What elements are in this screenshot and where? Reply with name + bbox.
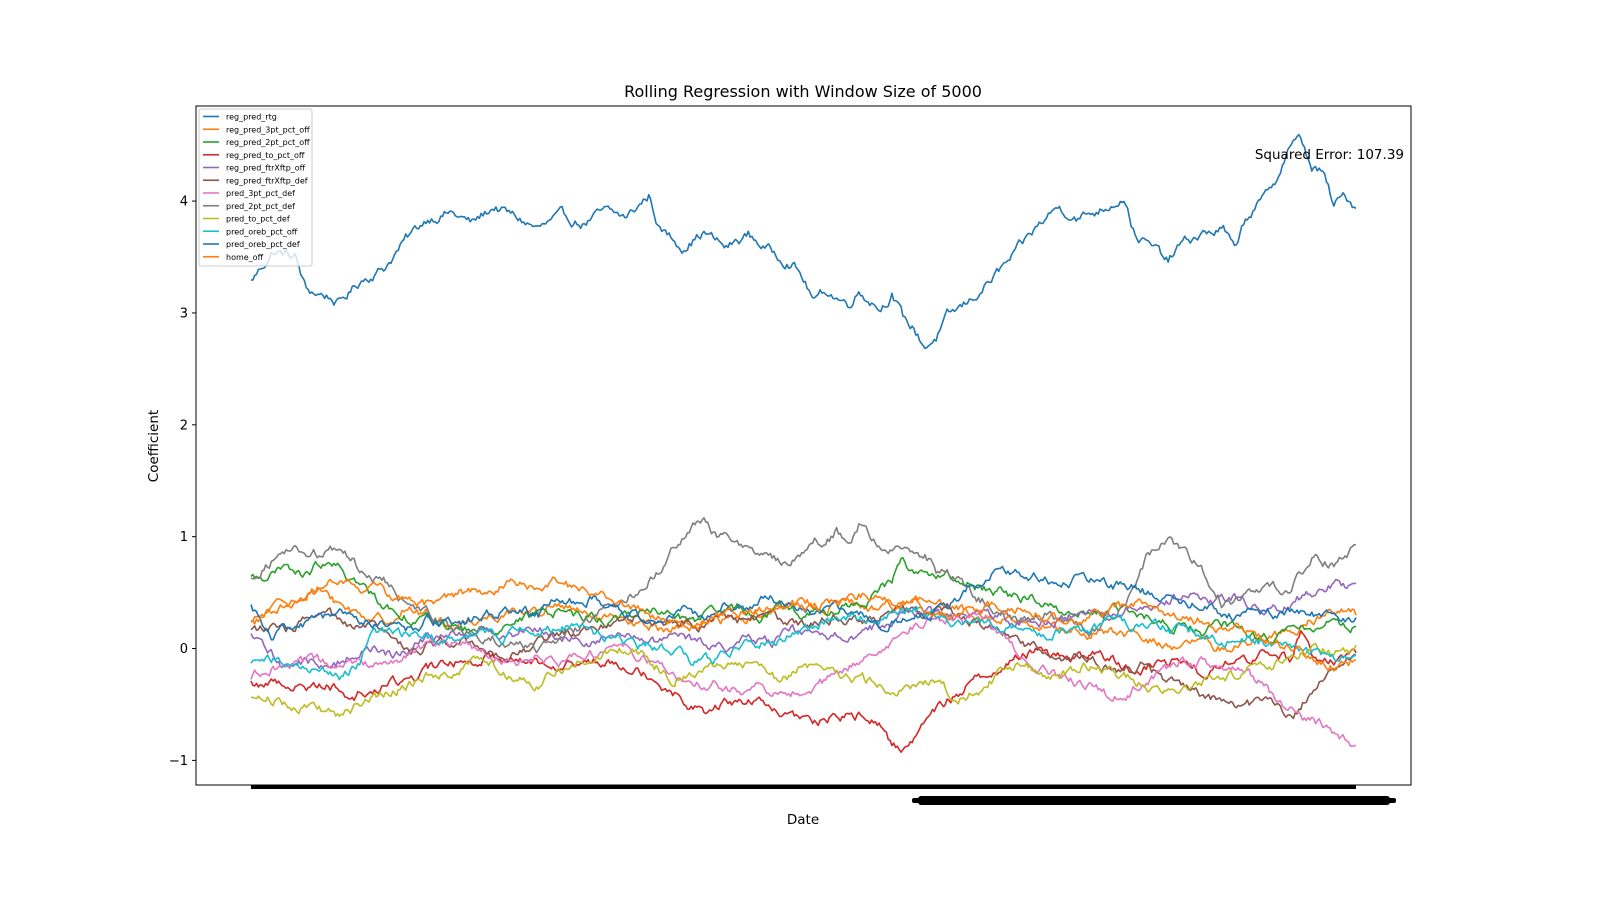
x-tick-marks-band [251, 785, 1356, 789]
legend-entry-label: reg_pred_to_pct_off [226, 151, 305, 160]
chart-title: Rolling Regression with Window Size of 5… [624, 82, 982, 101]
y-ticks: −1 0 1 2 3 4 [169, 195, 196, 769]
legend-entry-label: reg_pred_2pt_pct_off [226, 138, 310, 147]
y-tick-label: 3 [180, 306, 188, 321]
series-line-reg-pred-ftrXftp-off [250, 578, 1357, 669]
x-tick-labels-band-edge [912, 798, 1396, 803]
legend: reg_pred_rtg reg_pred_3pt_pct_off reg_pred… [198, 108, 313, 267]
legend-entry-label: home_off [226, 253, 264, 262]
legend-entry-label: reg_pred_rtg [226, 113, 277, 122]
y-tick-label: 1 [180, 530, 188, 545]
series-line-pred-3pt-pct-def [250, 611, 1357, 748]
y-tick-label: −1 [169, 754, 188, 769]
series-line-pred-to-pct-def [250, 642, 1357, 717]
squared-error-annotation: Squared Error: 107.39 [1255, 147, 1404, 163]
y-tick-label: 4 [180, 195, 188, 210]
series-line-reg-pred-to-pct-off [250, 630, 1357, 754]
x-axis-label: Date [787, 812, 819, 828]
x-ticks [251, 785, 1396, 805]
y-axis-label: Coefficient [146, 410, 162, 482]
legend-entry-label: reg_pred_3pt_pct_off [226, 125, 310, 134]
series-line-home-off [250, 576, 1357, 672]
plot-lines [250, 133, 1357, 754]
plot-frame [195, 105, 1412, 786]
series-line-reg-pred-ftrXftp-def [250, 602, 1357, 720]
legend-box [198, 108, 313, 267]
series-line-reg-pred-rtg [250, 133, 1357, 350]
series-line-pred-2pt-pct-def [250, 516, 1357, 654]
legend-entry-label: pred_2pt_pct_def [226, 202, 295, 211]
series-line-pred-oreb-pct-off [250, 606, 1357, 681]
legend-entry-label: pred_3pt_pct_def [226, 189, 295, 198]
legend-entry-label: pred_oreb_pct_off [226, 227, 298, 236]
legend-entry-label: reg_pred_ftrXftp_def [226, 176, 308, 185]
y-tick-label: 0 [180, 642, 188, 657]
legend-entry-label: pred_oreb_pct_def [226, 240, 300, 249]
legend-entry-label: pred_to_pct_def [226, 215, 290, 224]
legend-entry-label: reg_pred_ftrXftp_off [226, 164, 306, 173]
y-tick-label: 2 [180, 418, 188, 433]
